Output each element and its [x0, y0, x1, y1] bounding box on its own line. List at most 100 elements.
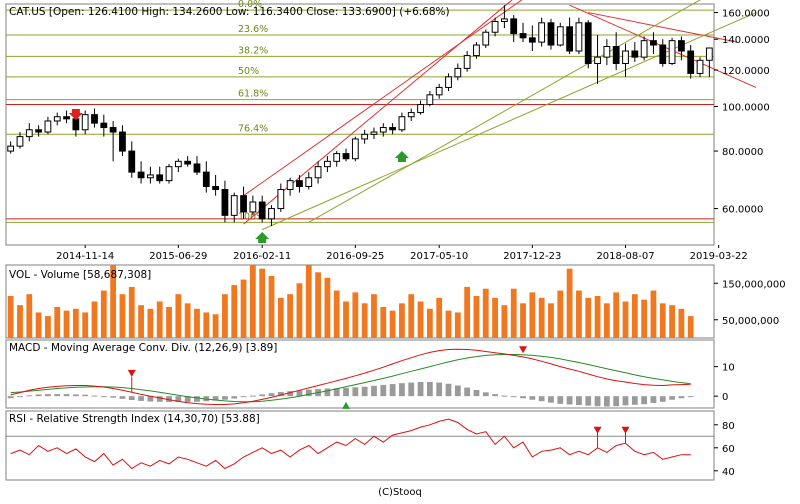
- candle-body: [342, 153, 350, 160]
- volume-bar: [650, 290, 657, 338]
- macd-histogram-bar: [222, 396, 228, 400]
- fib-level-label: 0.0%: [238, 0, 262, 10]
- macd-histogram-bar: [529, 396, 536, 400]
- macd-line: [10, 348, 691, 405]
- olive-trend-line-1: [308, 0, 701, 223]
- candle-body: [622, 50, 629, 64]
- candle-body: [473, 44, 480, 57]
- date-tick-label: 2017-05-10: [410, 251, 468, 262]
- volume-bar: [482, 288, 489, 338]
- rsi-sell-marker: [621, 426, 630, 434]
- candle-body: [361, 133, 369, 140]
- macd-histogram-bar: [305, 389, 312, 397]
- candle-body: [398, 116, 406, 131]
- macd-histogram-bar: [641, 396, 648, 405]
- macd-histogram-bar: [72, 394, 79, 397]
- candle-body: [268, 208, 275, 220]
- macd-histogram-bar: [277, 392, 284, 397]
- macd-histogram-bar: [454, 385, 461, 397]
- volume-bar: [464, 286, 471, 338]
- macd-histogram-bar: [156, 396, 163, 402]
- volume-bar: [613, 292, 620, 338]
- price-panel-title: CAT.US [Open: 126.4100 High: 134.2600 Lo…: [9, 6, 450, 18]
- macd-histogram-bar: [231, 396, 238, 399]
- price-y-tick-label: 120.0000: [722, 66, 770, 77]
- date-tick-label: 2015-06-29: [149, 251, 207, 262]
- volume-bar: [473, 296, 480, 338]
- macd-histogram-bar: [482, 392, 489, 397]
- sell-signal-arrow: [68, 109, 83, 120]
- candle-body: [575, 22, 583, 52]
- fib-level-label: 50%: [238, 66, 259, 77]
- macd-histogram-bar: [110, 396, 117, 398]
- candle-body: [81, 114, 89, 131]
- macd-histogram-bar: [7, 396, 14, 399]
- volume-bar: [45, 316, 51, 338]
- volume-bar: [352, 292, 359, 338]
- macd-histogram-bar: [352, 387, 359, 397]
- volume-bar: [138, 305, 144, 338]
- candle-body: [482, 31, 490, 46]
- volume-bar: [249, 265, 256, 338]
- candle-body: [212, 186, 219, 191]
- volume-bar: [110, 265, 117, 338]
- volume-bar: [296, 283, 303, 338]
- volume-bar: [184, 303, 191, 338]
- macd-histogram-bar: [548, 396, 554, 403]
- macd-histogram-bar: [687, 396, 694, 398]
- macd-histogram-bar: [259, 394, 266, 397]
- volume-bar: [175, 294, 182, 338]
- macd-histogram-bar: [631, 396, 638, 405]
- volume-bar: [315, 272, 321, 338]
- fib-level-label: 76.4%: [238, 123, 268, 134]
- macd-histogram-bar: [361, 386, 368, 397]
- macd-histogram-bar: [464, 387, 471, 397]
- volume-bar: [287, 294, 294, 338]
- candle-body: [705, 47, 713, 61]
- macd-histogram-bar: [26, 395, 33, 397]
- candle-body: [547, 22, 555, 46]
- candle-body: [612, 46, 620, 64]
- macd-histogram-bar: [492, 394, 498, 397]
- volume-bar: [659, 303, 666, 338]
- volume-y-tick-label: 150,000,000: [722, 279, 786, 290]
- price-y-tick-label: 100.0000: [722, 102, 770, 113]
- volume-bar: [277, 297, 284, 338]
- macd-histogram-bar: [333, 388, 340, 397]
- macd-histogram-bar: [296, 390, 303, 397]
- candle-body: [44, 120, 52, 133]
- macd-histogram-bar: [426, 381, 433, 397]
- macd-histogram-bar: [594, 396, 601, 407]
- volume-bar: [417, 301, 424, 338]
- macd-histogram-bar: [324, 388, 331, 397]
- candle-body: [324, 160, 331, 168]
- candle-body: [333, 153, 341, 162]
- candle-body: [100, 122, 108, 129]
- candle-body: [63, 116, 70, 120]
- candle-body: [221, 189, 229, 216]
- volume-bar: [678, 308, 685, 338]
- macd-histogram-bar: [603, 396, 610, 407]
- macd-sell-marker: [127, 369, 136, 377]
- macd-y-tick-label: 0: [722, 392, 728, 403]
- macd-histogram-bar: [147, 396, 154, 402]
- volume-bar: [212, 314, 219, 338]
- macd-histogram-bar: [576, 396, 582, 406]
- candle-body: [109, 127, 117, 133]
- volume-bar: [222, 294, 228, 338]
- fib-level-label: 38.2%: [238, 45, 268, 56]
- volume-bar: [54, 306, 61, 338]
- macd-histogram-bar: [212, 396, 219, 401]
- volume-bar: [520, 303, 526, 338]
- macd-histogram-bar: [371, 385, 377, 397]
- macd-histogram-bar: [240, 396, 247, 398]
- volume-bar: [240, 279, 247, 338]
- macd-histogram-bar: [380, 384, 387, 397]
- date-tick-label: 2017-12-23: [503, 251, 561, 262]
- price-y-tick-label: 80.0000: [722, 147, 763, 158]
- candle-body: [16, 136, 24, 147]
- volume-bar: [454, 312, 461, 338]
- macd-histogram-bar: [287, 391, 294, 397]
- macd-histogram-bar: [194, 396, 200, 402]
- macd-histogram-bar: [17, 396, 23, 398]
